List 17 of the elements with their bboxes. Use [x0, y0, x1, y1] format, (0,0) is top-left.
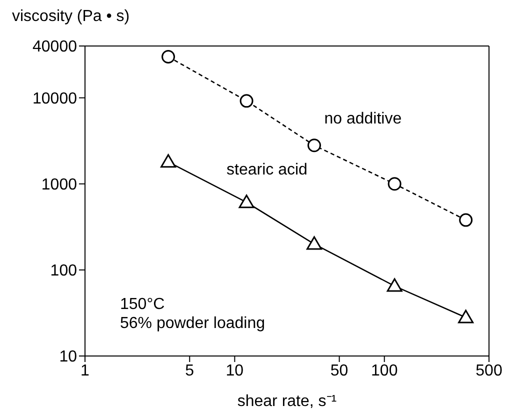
x-tick-label: 500: [476, 362, 502, 380]
x-tick-label: 10: [226, 362, 244, 380]
y-tick-label: 100: [50, 262, 78, 280]
y-axis-title: viscosity (Pa • s): [12, 8, 130, 26]
y-tick-label: 40000: [32, 38, 78, 56]
series-label: stearic acid: [226, 161, 308, 178]
x-tick-label: 5: [185, 362, 194, 380]
y-tick-label: 10: [59, 348, 78, 366]
x-axis-title: shear rate, s⁻¹: [237, 393, 337, 410]
x-tick-label: 1: [80, 362, 90, 380]
x-tick-label: 50: [330, 362, 348, 380]
annotation: 56% powder loading: [120, 314, 265, 333]
x-tick-label: 100: [371, 362, 398, 380]
annotation: 150°C: [120, 295, 166, 314]
y-tick-label: 10000: [32, 90, 78, 108]
y-tick-label: 1000: [41, 176, 78, 194]
series-label: no additive: [324, 110, 402, 128]
